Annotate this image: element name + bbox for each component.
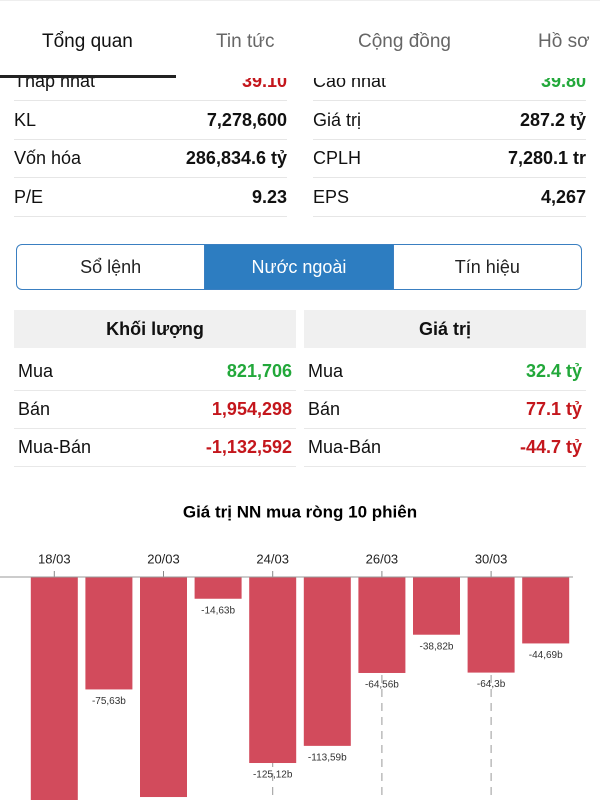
tab[interactable]: Tin tức bbox=[216, 31, 275, 52]
value-label: -38,82b bbox=[420, 641, 454, 652]
table-header: Khối lượng bbox=[14, 310, 296, 348]
stat-value: 4,267 bbox=[540, 186, 586, 207]
row-value: 77.1 tỷ bbox=[525, 399, 582, 419]
row-value: -1,132,592 bbox=[205, 437, 292, 457]
value-label: -44,69b bbox=[529, 650, 563, 661]
value-label: -125,12b bbox=[253, 770, 293, 781]
value-label: -64,56b bbox=[365, 680, 399, 691]
row-label: Bán bbox=[308, 399, 341, 419]
table-header: Giá trị bbox=[304, 310, 586, 348]
tab-indicator bbox=[0, 75, 176, 78]
row-label: Bán bbox=[18, 399, 51, 419]
x-tick-label: 18/03 bbox=[38, 551, 71, 566]
bar bbox=[467, 577, 515, 673]
value-label: -14,63b bbox=[201, 605, 235, 616]
bar bbox=[30, 577, 78, 800]
plot: 18/03 20/03 24/03 26/03 30/03 -75,63b -14,63b -… bbox=[0, 551, 573, 800]
bar bbox=[85, 577, 133, 690]
tab[interactable]: Cộng đồng bbox=[358, 31, 451, 52]
bar bbox=[140, 577, 187, 798]
segmented-control: Sổ lệnh Nước ngoài Tín hiệu bbox=[16, 244, 582, 290]
stat-value: 7,280.1 tr bbox=[507, 148, 586, 168]
value-label: -64,3b bbox=[477, 679, 506, 690]
stat-label: Giá trị bbox=[313, 109, 362, 130]
bar bbox=[522, 577, 570, 644]
value-label: -113,59b bbox=[308, 753, 347, 764]
table-row: Mua-Bán -44.7 tỷ bbox=[304, 429, 586, 467]
tab[interactable]: Tổng quan bbox=[42, 31, 133, 52]
bar bbox=[303, 577, 351, 746]
row-value: -44.7 tỷ bbox=[519, 437, 582, 457]
row-label: Mua-Bán bbox=[308, 437, 382, 457]
segment[interactable]: Tín hiệu bbox=[454, 256, 520, 277]
bar bbox=[194, 577, 242, 599]
segment[interactable]: Nước ngoài bbox=[205, 245, 394, 289]
chart: Giá trị NN mua ròng 10 phiên 18/03 20/03 2… bbox=[0, 502, 573, 800]
x-tick-label: 26/03 bbox=[366, 551, 399, 566]
x-tick-label: 30/03 bbox=[475, 551, 508, 566]
stat-row: KL 7,278,600 bbox=[14, 102, 287, 140]
row-label: Mua-Bán bbox=[18, 437, 92, 457]
tab[interactable]: Hồ sơ bbox=[538, 31, 590, 52]
row-value: 1,954,298 bbox=[211, 399, 292, 419]
stat-row: Vốn hóa 286,834.6 tỷ bbox=[14, 140, 287, 178]
table-row: Bán 1,954,298 bbox=[14, 391, 296, 429]
bar bbox=[413, 577, 460, 635]
x-tick-label: 20/03 bbox=[147, 551, 180, 566]
stat-label: EPS bbox=[313, 186, 350, 207]
chart-title: Giá trị NN mua ròng 10 phiên bbox=[183, 502, 417, 521]
stat-value: 7,278,600 bbox=[206, 109, 287, 130]
stat-row: CPLH 7,280.1 tr bbox=[313, 140, 586, 178]
table-row: Mua 821,706 bbox=[14, 353, 296, 391]
table-row: Mua 32.4 tỷ bbox=[304, 353, 586, 391]
stat-row: Giá trị 287.2 tỷ bbox=[313, 102, 586, 140]
stat-row: EPS 4,267 bbox=[313, 179, 586, 217]
stat-value: 9.23 bbox=[251, 186, 287, 207]
stat-value: 286,834.6 tỷ bbox=[185, 148, 287, 168]
row-value: 821,706 bbox=[226, 361, 292, 381]
segment[interactable]: Sổ lệnh bbox=[17, 245, 206, 289]
bar bbox=[358, 577, 406, 673]
stat-label: P/E bbox=[14, 186, 44, 207]
row-label: Mua bbox=[308, 361, 344, 381]
stat-label: Vốn hóa bbox=[14, 148, 82, 168]
bar bbox=[249, 577, 297, 764]
tab-bar: Tổng quan Tin tức Cộng đồng Hồ sơ bbox=[0, 0, 600, 78]
table-row: Bán 77.1 tỷ bbox=[304, 391, 586, 429]
x-tick-label: 24/03 bbox=[256, 551, 289, 566]
row-value: 32.4 tỷ bbox=[525, 361, 582, 381]
table-row: Mua-Bán -1,132,592 bbox=[14, 429, 296, 467]
stat-value: 287.2 tỷ bbox=[519, 109, 586, 130]
stat-label: KL bbox=[14, 109, 37, 130]
stat-label: CPLH bbox=[313, 148, 362, 168]
value-label: -75,63b bbox=[92, 696, 126, 707]
stat-row: P/E 9.23 bbox=[14, 179, 287, 217]
row-label: Mua bbox=[18, 361, 54, 381]
